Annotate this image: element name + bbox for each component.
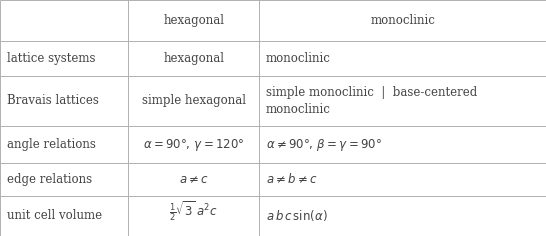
Text: edge relations: edge relations — [7, 173, 92, 186]
Text: lattice systems: lattice systems — [7, 52, 95, 65]
Text: $a \neq c$: $a \neq c$ — [179, 173, 209, 186]
Text: $\alpha \neq 90°,\, \beta = \gamma = 90°$: $\alpha \neq 90°,\, \beta = \gamma = 90°… — [266, 137, 382, 152]
Text: simple hexagonal: simple hexagonal — [142, 94, 246, 107]
Text: $\alpha = 90°,\, \gamma = 120°$: $\alpha = 90°,\, \gamma = 120°$ — [143, 137, 245, 152]
Text: angle relations: angle relations — [7, 138, 96, 151]
Text: simple monoclinic  |  base-centered
monoclinic: simple monoclinic | base-centered monocl… — [266, 86, 477, 116]
Text: Bravais lattices: Bravais lattices — [7, 94, 98, 107]
Text: $\frac{1}{2}\sqrt{3}\; a^2 c$: $\frac{1}{2}\sqrt{3}\; a^2 c$ — [169, 200, 218, 223]
Text: $a\, b\, c\, \sin(\alpha)$: $a\, b\, c\, \sin(\alpha)$ — [266, 208, 328, 223]
Text: $a \neq b \neq c$: $a \neq b \neq c$ — [266, 172, 318, 186]
Text: monoclinic: monoclinic — [370, 14, 435, 27]
Text: hexagonal: hexagonal — [163, 14, 224, 27]
Text: hexagonal: hexagonal — [163, 52, 224, 65]
Text: monoclinic: monoclinic — [266, 52, 331, 65]
Text: unit cell volume: unit cell volume — [7, 209, 102, 223]
